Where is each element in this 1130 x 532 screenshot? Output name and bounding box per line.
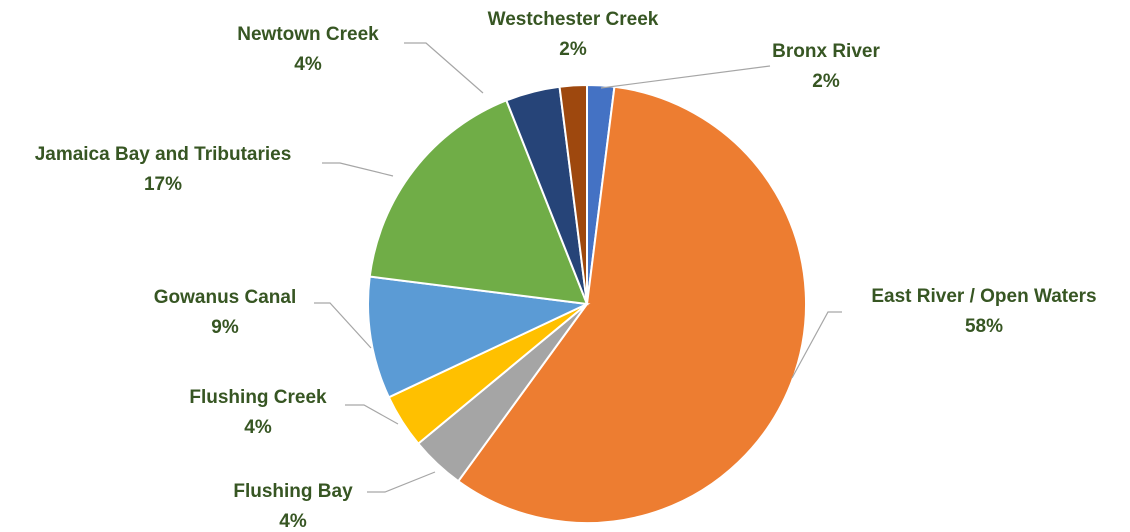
leader-lines [314, 42, 842, 493]
pie-slices [367, 83, 808, 524]
pie-slice-jamaica-bay-and-tributaries [368, 99, 589, 306]
slice-percent: 2% [559, 39, 587, 60]
pie-slice-westchester-creek [558, 83, 588, 305]
pie-slice-east-river-open-waters [456, 85, 808, 524]
data-label-east-river-open-waters: East River / Open Waters 58% [871, 286, 1096, 337]
slice-percent: 58% [965, 316, 1003, 337]
slice-name: Gowanus Canal [154, 287, 297, 308]
slice-percent: 17% [144, 174, 182, 195]
leader-line-jamaica-bay-and-tributaries [322, 162, 394, 177]
data-label-gowanus-canal: Gowanus Canal 9% [154, 287, 297, 338]
data-label-flushing-creek: Flushing Creek 4% [189, 387, 327, 438]
pie-slice-gowanus-canal [367, 275, 591, 399]
data-label-bronx-river: Bronx River 2% [772, 41, 880, 92]
leader-line-flushing-creek [345, 404, 399, 425]
data-label-flushing-bay: Flushing Bay 4% [233, 481, 353, 532]
leader-line-gowanus-canal [314, 302, 372, 349]
leader-line-newtown-creek [404, 42, 484, 94]
slice-name: Westchester Creek [488, 9, 659, 30]
slice-percent: 4% [279, 511, 307, 532]
slice-percent: 2% [812, 71, 840, 92]
slice-name: Flushing Creek [189, 387, 327, 408]
slice-percent: 9% [211, 317, 239, 338]
slice-name: Jamaica Bay and Tributaries [35, 144, 292, 165]
data-label-westchester-creek: Westchester Creek 2% [488, 9, 659, 60]
slice-name: Newtown Creek [237, 24, 379, 45]
slice-name: East River / Open Waters [871, 286, 1096, 307]
data-label-jamaica-bay-and-tributaries: Jamaica Bay and Tributaries 17% [35, 144, 292, 195]
slice-percent: 4% [294, 54, 322, 75]
data-label-newtown-creek: Newtown Creek 4% [237, 24, 379, 75]
slice-name: Flushing Bay [233, 481, 353, 502]
leader-line-flushing-bay [367, 471, 436, 493]
leader-line-east-river-open-waters [791, 311, 842, 379]
slice-name: Bronx River [772, 41, 880, 62]
slice-percent: 4% [244, 417, 272, 438]
data-labels: Bronx River 2% East River / Open Waters 58%… [35, 9, 1097, 532]
leader-line-bronx-river [600, 65, 771, 89]
